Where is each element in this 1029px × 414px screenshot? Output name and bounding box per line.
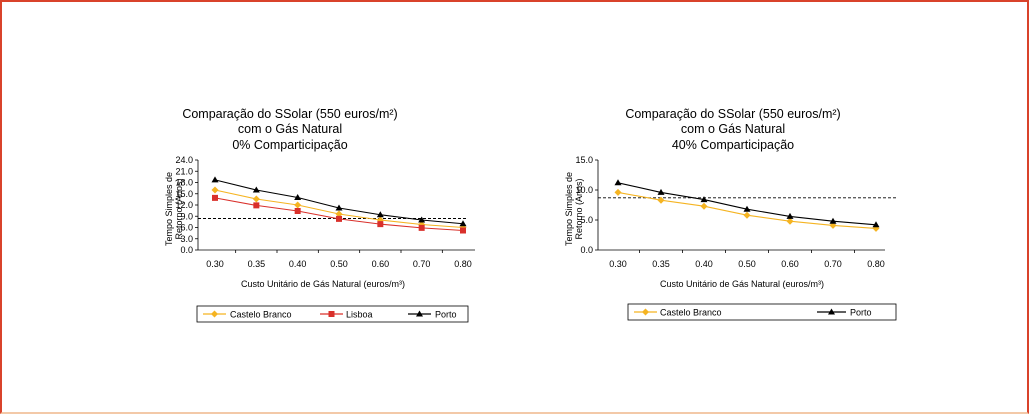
data-point-porto: [459, 220, 467, 227]
y-tick-label: 21.0: [175, 166, 193, 176]
chart-2-title-line-3: 40% Comparticipação: [672, 138, 794, 152]
chart-1-plot-area: 0.03.06.0 9.012.015.018.0 21.024.0 0.30 0.35…: [175, 155, 475, 269]
x-tick-label: 0.40: [289, 259, 307, 269]
data-point-castelo-branco: [335, 210, 343, 218]
x-tick-label: 0.30: [609, 259, 627, 269]
chart-2: Comparação do SSolar (550 euros/m²) com …: [564, 107, 898, 321]
y-tick-label: 10.0: [575, 185, 593, 195]
chart-1-legend-item-castelo-branco: Castelo Branco: [203, 310, 292, 320]
chart-1-xlabel: Custo Unitário de Gás Natural (euros/m³): [241, 279, 405, 289]
x-tick-label: 0.35: [248, 259, 266, 269]
data-point-porto: [872, 221, 880, 228]
square-marker-icon: [328, 311, 335, 317]
y-tick-label: 6.0: [180, 223, 193, 233]
x-tick-label: 0.50: [738, 259, 756, 269]
chart-1-legend-item-porto: Porto: [408, 310, 457, 320]
diamond-marker-icon: [211, 310, 218, 318]
chart-2-ylabel-line-1: Tempo Simples de: [564, 172, 574, 246]
data-point-castelo-branco: [786, 217, 794, 225]
data-point-lisboa: [253, 202, 260, 209]
y-tick-label: 9.0: [180, 211, 193, 221]
chart-1-legend-label-porto: Porto: [435, 310, 457, 320]
x-tick-label: 0.80: [867, 259, 885, 269]
chart-2-legend-box: [627, 303, 897, 321]
chart-2-legend-item-porto: Porto: [817, 308, 872, 318]
data-point-lisboa: [460, 227, 466, 234]
data-point-porto: [786, 212, 794, 219]
y-tick-label: 24.0: [175, 155, 193, 165]
data-point-lisboa: [336, 215, 342, 222]
y-tick-label: 0.0: [580, 245, 593, 255]
chart-2-ylabel-line-2: Retorno (Anos): [574, 178, 584, 239]
y-tick-label: 15.0: [175, 189, 193, 199]
data-point-lisboa: [377, 221, 384, 228]
chart-2-legend-item-castelo-branco: Castelo Branco: [634, 308, 722, 318]
data-point-lisboa: [418, 224, 425, 231]
diamond-marker-icon: [642, 308, 649, 316]
data-point-lisboa: [294, 208, 301, 214]
x-tick-label: 0.70: [413, 259, 431, 269]
chart-1-title-line-1: Comparação do SSolar (550 euros/m²): [182, 107, 397, 121]
data-point-porto: [335, 204, 343, 211]
data-point-castelo-branco: [614, 188, 622, 196]
chart-1-legend-label-lisboa: Lisboa: [346, 310, 373, 320]
x-tick-label: 0.50: [330, 259, 348, 269]
x-tick-label: 0.60: [781, 259, 799, 269]
data-point-castelo-branco: [657, 196, 665, 204]
data-point-porto: [211, 176, 219, 183]
chart-2-legend: Castelo Branco Porto: [627, 303, 897, 321]
x-tick-label: 0.30: [206, 259, 224, 269]
data-point-castelo-branco: [700, 202, 708, 210]
y-tick-label: 3.0: [180, 234, 193, 244]
data-point-porto: [743, 205, 751, 212]
triangle-marker-icon: [828, 308, 835, 315]
y-tick-label: 18.0: [175, 178, 193, 188]
x-tick-label: 0.70: [824, 259, 842, 269]
y-tick-label: 0.0: [180, 245, 193, 255]
chart-2-title-line-1: Comparação do SSolar (550 euros/m²): [625, 107, 840, 121]
data-point-porto: [614, 179, 622, 186]
data-point-porto: [294, 194, 302, 200]
chart-1-ylabel-line-2: Retorno (Anos): [174, 178, 184, 239]
chart-2-xlabel: Custo Unitário de Gás Natural (euros/m³): [660, 279, 824, 289]
data-point-porto: [252, 186, 260, 193]
chart-1: Comparação do SSolar (550 euros/m²) com …: [164, 107, 475, 323]
x-tick-label: 0.60: [372, 259, 390, 269]
data-point-castelo-branco: [294, 201, 302, 209]
data-point-porto: [657, 188, 665, 195]
x-tick-label: 0.35: [652, 259, 670, 269]
chart-1-ylabel-line-1: Tempo Simples de: [164, 172, 174, 246]
data-point-castelo-branco: [252, 195, 260, 203]
data-point-porto: [376, 211, 384, 218]
chart-2-legend-label-porto: Porto: [850, 308, 872, 318]
x-tick-label: 0.40: [695, 259, 713, 269]
data-point-porto: [700, 196, 708, 203]
chart-2-plot-area: 0.0 5.0 10.0 15.0 0.30 0.35 0.40 0.50 0.60 0.70 0.…: [575, 155, 898, 269]
data-point-castelo-branco: [211, 186, 219, 194]
data-point-castelo-branco: [743, 211, 751, 219]
y-tick-label: 5.0: [580, 215, 593, 225]
chart-1-legend: Castelo Branco Lisboa Porto: [196, 305, 469, 323]
chart-2-legend-label-castelo-branco: Castelo Branco: [660, 308, 722, 318]
chart-1-legend-label-castelo-branco: Castelo Branco: [230, 310, 292, 320]
x-tick-label: 0.80: [454, 259, 472, 269]
data-point-porto: [829, 217, 837, 224]
y-tick-label: 12.0: [175, 200, 193, 210]
data-point-porto: [418, 216, 426, 223]
chart-1-legend-item-lisboa: Lisboa: [320, 310, 373, 320]
chart-2-title-line-2: com o Gás Natural: [681, 122, 785, 136]
y-tick-label: 15.0: [575, 155, 593, 165]
chart-1-title-line-3: 0% Comparticipação: [232, 138, 347, 152]
data-point-lisboa: [212, 194, 218, 201]
triangle-marker-icon: [416, 310, 423, 317]
chart-1-title-line-2: com o Gás Natural: [238, 122, 342, 136]
